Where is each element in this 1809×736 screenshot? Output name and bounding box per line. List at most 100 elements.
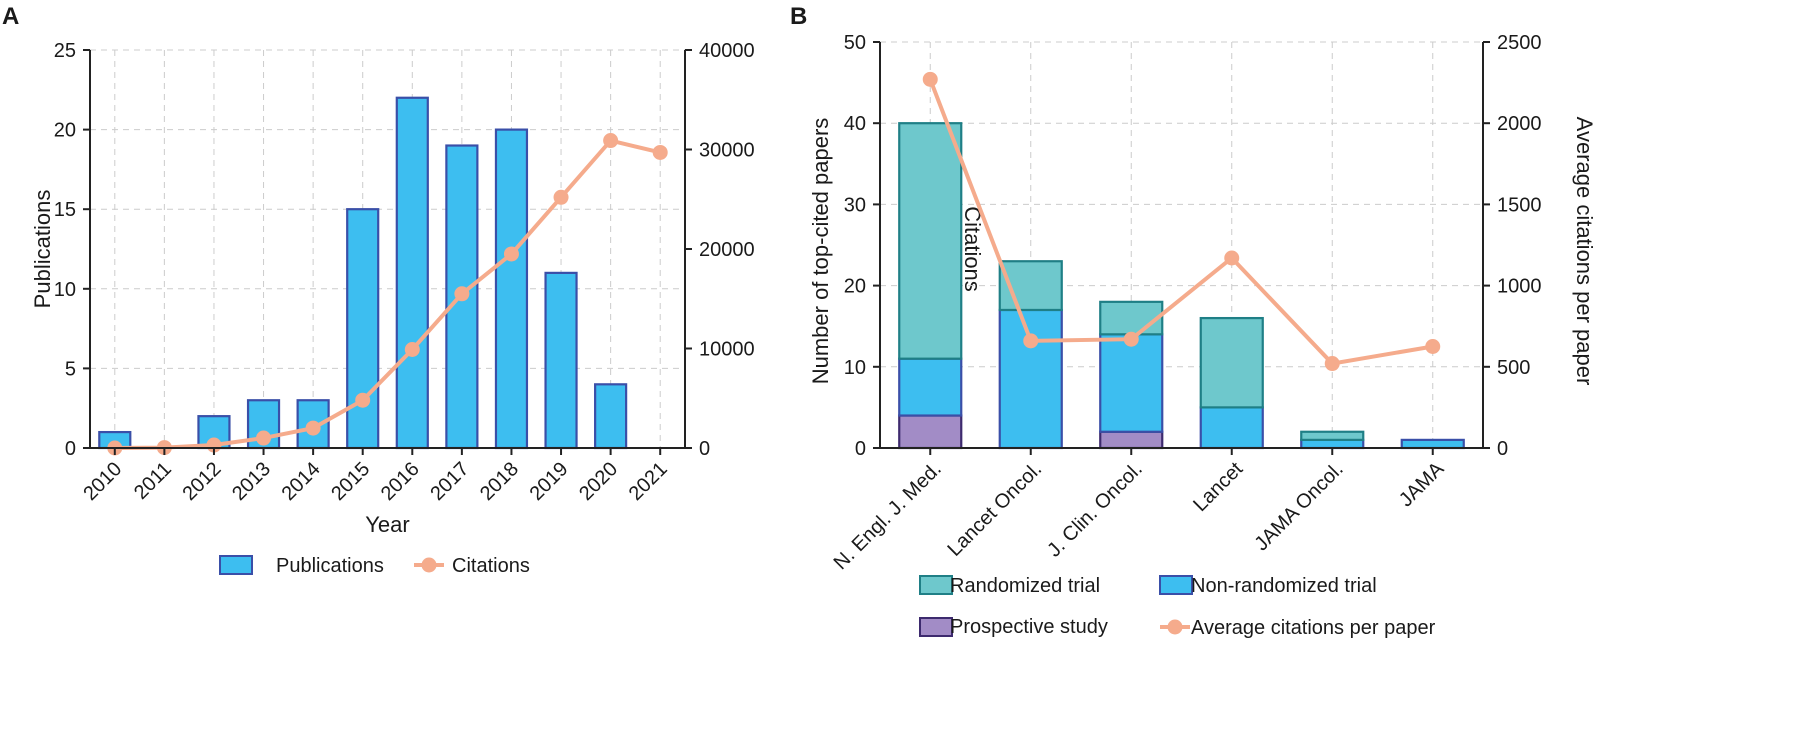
a-legend-publications-swatch bbox=[219, 555, 253, 575]
a-bar-publications bbox=[594, 383, 628, 450]
a-legend-citations-label: Citations bbox=[452, 555, 530, 577]
a-citations-point bbox=[305, 420, 321, 436]
panel-a-y2-axis-title: Citations bbox=[960, 206, 985, 292]
panel-b-line bbox=[922, 71, 1441, 372]
a-x-tick-label: 2016 bbox=[377, 458, 424, 505]
a-citations-point bbox=[256, 430, 272, 446]
b-legend-non-randomized-swatch bbox=[1159, 575, 1193, 595]
a-bar-publications bbox=[395, 96, 429, 450]
b-average-citations-point bbox=[1224, 250, 1240, 266]
panel-b-legend: Randomized trial Non-randomized trial Pros… bbox=[919, 575, 1436, 639]
panel-b-y-axis-title: Number of top-cited papers bbox=[808, 118, 833, 385]
panel-a-line bbox=[107, 133, 668, 456]
a-x-tick-label: 2013 bbox=[228, 458, 275, 505]
a-y2-tick-label: 40000 bbox=[699, 40, 755, 62]
b-legend-average-marker bbox=[1167, 619, 1183, 635]
a-x-tick-label: 2014 bbox=[278, 458, 325, 505]
a-citations-point bbox=[603, 133, 619, 149]
a-x-tick-label: 2018 bbox=[476, 458, 523, 505]
a-citations-point bbox=[553, 189, 569, 205]
a-y2-tick-label: 30000 bbox=[699, 140, 755, 162]
b-x-tick-label: N. Engl. J. Med. bbox=[830, 458, 946, 574]
b-y-tick-label: 50 bbox=[844, 32, 866, 54]
b-y-tick-label: 10 bbox=[844, 357, 866, 379]
a-citations-point bbox=[454, 286, 470, 302]
a-y-tick-label: 25 bbox=[54, 40, 76, 62]
b-legend-prospective-swatch bbox=[919, 617, 953, 637]
b-legend-average-label: Average citations per paper bbox=[1191, 617, 1436, 639]
a-citations-point bbox=[404, 341, 420, 357]
a-legend-citations-marker bbox=[421, 557, 437, 573]
b-y-tick-label: 0 bbox=[855, 438, 866, 460]
b-x-tick-label: JAMA Oncol. bbox=[1250, 458, 1347, 555]
b-average-citations-point bbox=[922, 71, 938, 87]
b-bar-non-randomized bbox=[1300, 438, 1365, 450]
a-x-tick-label: 2020 bbox=[575, 458, 622, 505]
b-bar-non-randomized bbox=[998, 308, 1063, 450]
b-legend-randomized-swatch bbox=[919, 575, 953, 595]
b-x-tick-label: J. Clin. Oncol. bbox=[1043, 458, 1147, 562]
b-bar-non-randomized bbox=[1099, 333, 1164, 433]
b-y2-tick-label: 2000 bbox=[1497, 113, 1542, 135]
panel-a-label: A bbox=[2, 3, 19, 30]
a-x-tick-label: 2011 bbox=[130, 458, 176, 504]
panel-a-x-axis-title: Year bbox=[365, 512, 409, 537]
a-x-tick-label: 2019 bbox=[526, 458, 573, 505]
b-average-citations-point bbox=[1023, 333, 1039, 349]
panel-a-y-axis-title: Publications bbox=[30, 190, 55, 309]
b-y-tick-label: 40 bbox=[844, 113, 866, 135]
a-bar-publications bbox=[346, 208, 380, 450]
b-legend-prospective-label: Prospective study bbox=[950, 616, 1108, 638]
b-bar-non-randomized bbox=[1400, 438, 1465, 450]
a-y2-tick-label: 0 bbox=[699, 438, 710, 460]
a-citations-point bbox=[652, 144, 668, 160]
panel-a-legend: Publications Citations bbox=[219, 555, 530, 577]
b-bar-randomized bbox=[898, 122, 963, 360]
a-x-tick-label: 2017 bbox=[426, 458, 473, 505]
b-y2-tick-label: 1500 bbox=[1497, 194, 1542, 216]
a-y-tick-label: 20 bbox=[54, 120, 76, 142]
a-bar-publications bbox=[544, 271, 578, 450]
b-y2-tick-label: 0 bbox=[1497, 438, 1508, 460]
b-legend-non-randomized-label: Non-randomized trial bbox=[1191, 575, 1377, 597]
a-citations-point bbox=[503, 246, 519, 262]
b-average-citations-point bbox=[1425, 339, 1441, 354]
a-y-tick-label: 10 bbox=[54, 279, 76, 301]
b-bar-non-randomized bbox=[1199, 406, 1264, 450]
b-y2-tick-label: 1000 bbox=[1497, 276, 1542, 298]
b-average-citations-point bbox=[1324, 356, 1340, 372]
b-x-tick-label: Lancet bbox=[1189, 458, 1247, 516]
b-bar-randomized bbox=[1199, 316, 1264, 409]
b-x-tick-label: Lancet Oncol. bbox=[943, 458, 1046, 561]
a-bar-publications bbox=[494, 128, 529, 450]
b-y-tick-label: 20 bbox=[844, 276, 866, 298]
a-x-tick-label: 2015 bbox=[327, 458, 374, 505]
b-bar-randomized bbox=[1300, 430, 1365, 441]
a-x-tick-label: 2012 bbox=[178, 458, 225, 505]
b-average-citations-point bbox=[1123, 331, 1139, 347]
b-x-tick-label: JAMA bbox=[1395, 458, 1449, 512]
a-y2-tick-label: 10000 bbox=[699, 339, 755, 361]
a-y-tick-label: 0 bbox=[65, 438, 76, 460]
b-y2-tick-label: 500 bbox=[1497, 357, 1530, 379]
a-citations-point bbox=[355, 392, 371, 408]
b-bar-non-randomized bbox=[898, 357, 963, 417]
a-x-tick-label: 2010 bbox=[79, 458, 126, 505]
panel-b-label: B bbox=[790, 3, 807, 30]
b-bar-prospective bbox=[1099, 430, 1164, 450]
a-y-tick-label: 5 bbox=[65, 358, 76, 380]
a-legend-publications-label: Publications bbox=[276, 555, 384, 577]
b-y2-tick-label: 2500 bbox=[1497, 32, 1542, 54]
a-y-tick-label: 15 bbox=[54, 199, 76, 221]
a-y2-tick-label: 20000 bbox=[699, 239, 755, 261]
a-x-tick-label: 2021 bbox=[625, 458, 672, 505]
b-y-tick-label: 30 bbox=[844, 194, 866, 216]
b-bar-prospective bbox=[898, 414, 963, 450]
panel-b-y2-axis-title: Average citations per paper bbox=[1572, 117, 1597, 386]
b-legend-randomized-label: Randomized trial bbox=[950, 575, 1100, 597]
b-bar-randomized bbox=[1099, 300, 1164, 336]
a-citations-line bbox=[114, 138, 661, 450]
